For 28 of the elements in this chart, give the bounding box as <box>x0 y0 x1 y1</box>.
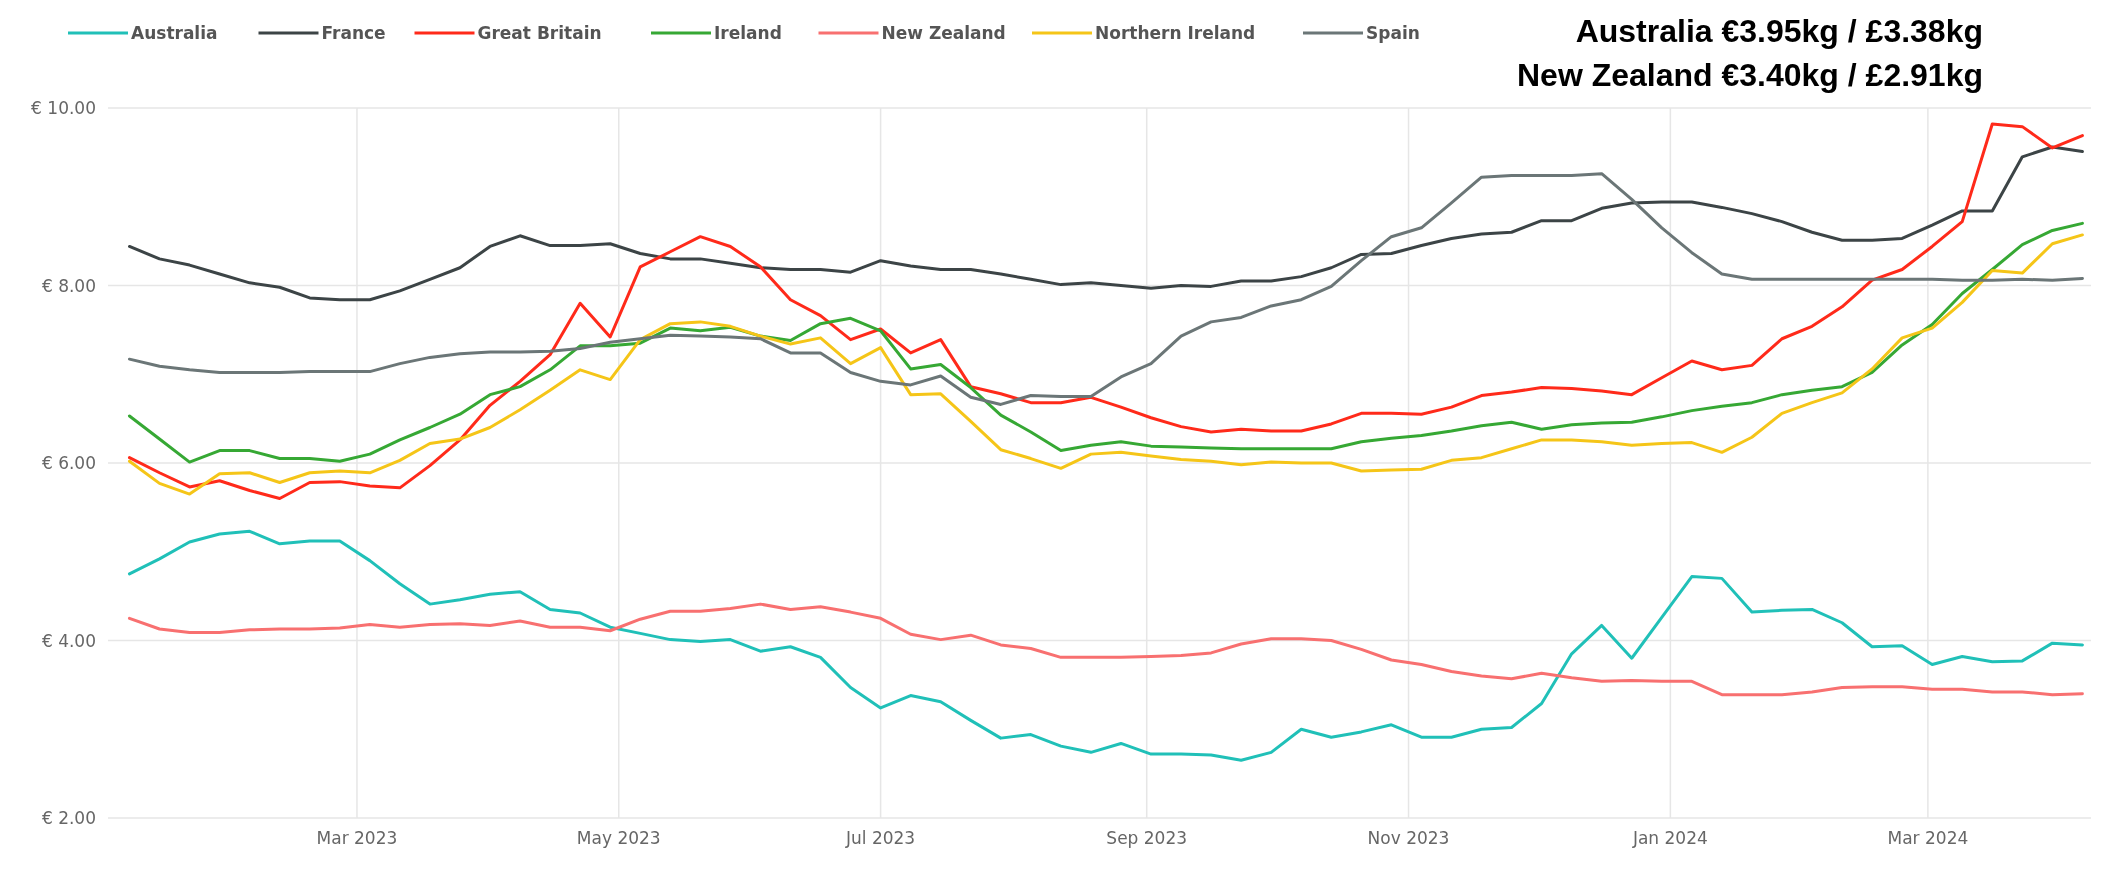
legend-label: Ireland <box>714 23 782 43</box>
x-tick-label: Jul 2023 <box>845 828 916 848</box>
line-series <box>127 172 2084 406</box>
x-tick-label: Mar 2023 <box>316 828 398 848</box>
y-tick-label: € 6.00 <box>41 453 96 473</box>
x-tick-label: Mar 2024 <box>1887 828 1969 848</box>
legend-label: Spain <box>1366 23 1420 43</box>
x-tick-label: May 2023 <box>576 828 661 848</box>
line-series <box>127 233 2084 496</box>
y-tick-label: € 8.00 <box>41 275 96 296</box>
x-tick-label: Nov 2023 <box>1367 828 1450 848</box>
y-tick-label: € 2.00 <box>41 808 96 828</box>
legend-label: Australia <box>131 23 218 43</box>
y-tick-label: € 4.00 <box>41 630 96 651</box>
line-series <box>127 529 2084 762</box>
legend-label: New Zealand <box>881 23 1006 43</box>
line-series <box>127 602 2084 697</box>
text: Australia €3.95kg / £3.38kg <box>1575 13 1983 49</box>
x-tick-label: Jan 2024 <box>1631 828 1708 848</box>
legend-label: France <box>321 23 386 43</box>
line-series <box>127 145 2084 302</box>
x-tick-label: Sep 2023 <box>1106 828 1188 848</box>
line-series <box>127 122 2084 500</box>
line-series <box>127 221 2084 464</box>
y-tick-label: € 10.00 <box>31 98 96 118</box>
legend-label: Northern Ireland <box>1095 23 1256 43</box>
legend-label: Great Britain <box>477 23 602 43</box>
text: New Zealand €3.40kg / £2.91kg <box>1516 57 1983 93</box>
